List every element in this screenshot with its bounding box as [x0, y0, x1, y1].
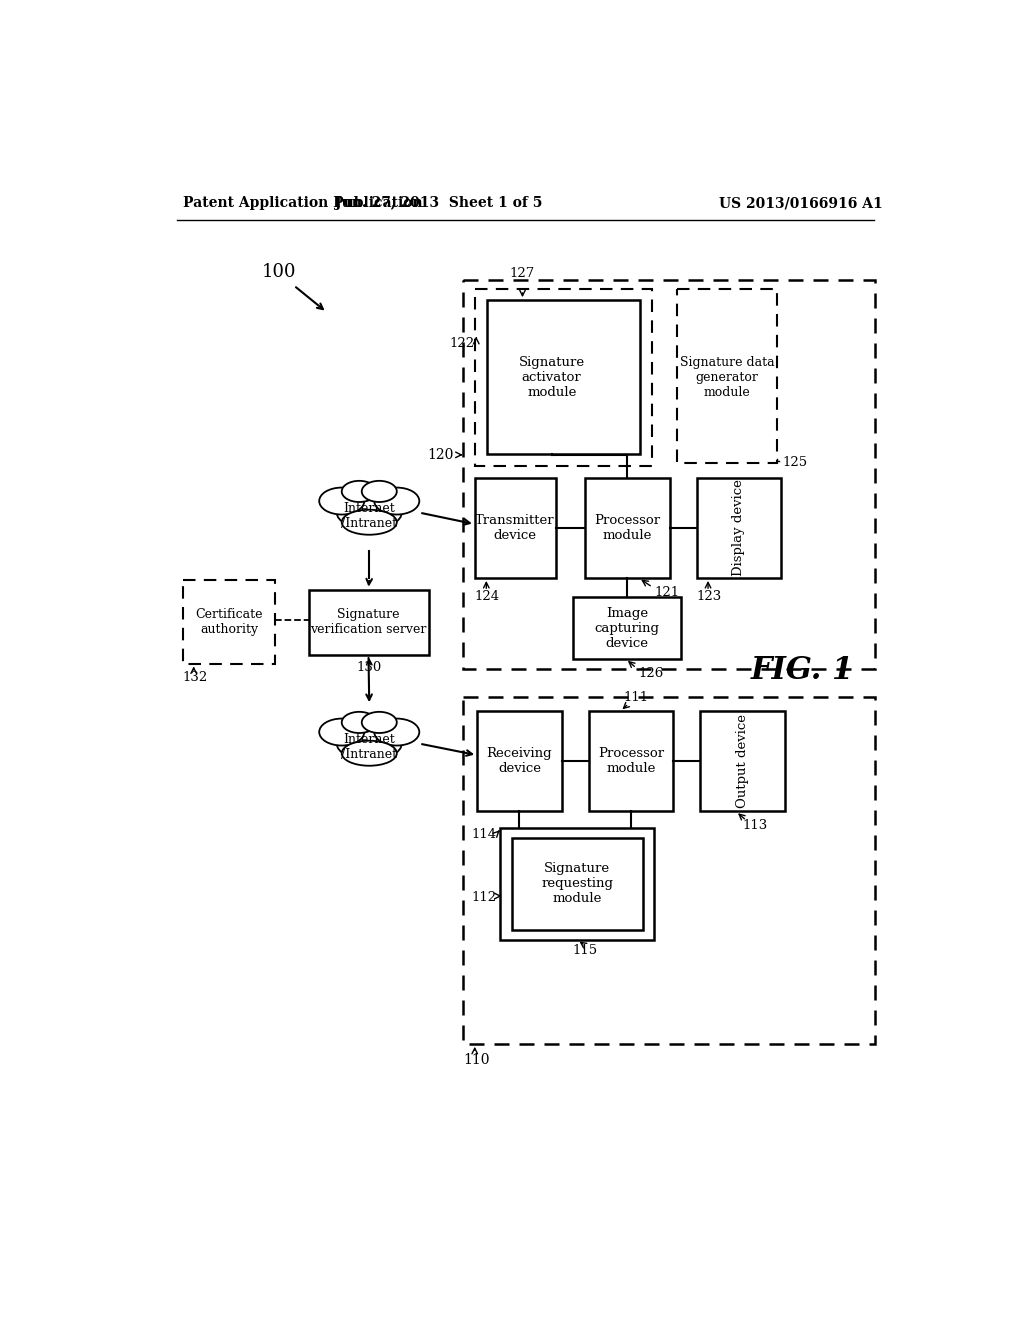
Bar — [573, 597, 681, 659]
Text: 115: 115 — [572, 944, 597, 957]
Bar — [500, 829, 654, 940]
Text: 126: 126 — [639, 667, 664, 680]
Bar — [309, 590, 429, 655]
Ellipse shape — [361, 480, 396, 502]
Text: 111: 111 — [624, 690, 648, 704]
Text: Internet
/Intranet: Internet /Intranet — [341, 503, 397, 531]
Text: 100: 100 — [262, 264, 296, 281]
Bar — [487, 300, 640, 454]
Text: Receiving
device: Receiving device — [486, 747, 552, 775]
Ellipse shape — [342, 480, 377, 502]
Ellipse shape — [374, 487, 419, 515]
Text: Signature
requesting
module: Signature requesting module — [541, 862, 613, 906]
Text: Signature data
generator
module: Signature data generator module — [680, 355, 774, 399]
Text: Output device: Output device — [736, 714, 750, 808]
Bar — [463, 697, 876, 1044]
Ellipse shape — [337, 496, 401, 529]
Text: Processor
module: Processor module — [594, 513, 660, 543]
Bar — [700, 711, 785, 812]
Text: Jun. 27, 2013  Sheet 1 of 5: Jun. 27, 2013 Sheet 1 of 5 — [335, 197, 543, 210]
Ellipse shape — [342, 741, 396, 766]
Text: Patent Application Publication: Patent Application Publication — [183, 197, 423, 210]
Text: 114: 114 — [471, 828, 497, 841]
Text: 121: 121 — [654, 586, 679, 599]
Bar — [512, 837, 643, 929]
Text: FIG. 1: FIG. 1 — [751, 655, 854, 686]
Text: US 2013/0166916 A1: US 2013/0166916 A1 — [719, 197, 883, 210]
Text: Signature
verification server: Signature verification server — [310, 609, 427, 636]
Bar — [696, 478, 781, 578]
Bar — [477, 711, 562, 812]
Ellipse shape — [361, 711, 396, 733]
Ellipse shape — [337, 727, 401, 760]
Text: 132: 132 — [183, 671, 208, 684]
Text: Display device: Display device — [732, 479, 745, 577]
Ellipse shape — [374, 718, 419, 746]
Text: 127: 127 — [510, 267, 536, 280]
Text: 120: 120 — [428, 447, 454, 462]
Text: Transmitter
device: Transmitter device — [475, 513, 555, 543]
Text: Internet
/Intranet: Internet /Intranet — [341, 734, 397, 762]
Text: 123: 123 — [696, 590, 722, 603]
Text: 110: 110 — [463, 1053, 489, 1067]
Ellipse shape — [319, 487, 365, 515]
Ellipse shape — [342, 510, 396, 535]
Bar — [475, 289, 652, 466]
Bar — [183, 581, 275, 664]
Text: 113: 113 — [742, 818, 768, 832]
Bar — [677, 289, 777, 462]
Text: Certificate
authority: Certificate authority — [196, 609, 263, 636]
Text: Processor
module: Processor module — [598, 747, 665, 775]
Text: 130: 130 — [356, 661, 382, 675]
Bar — [589, 711, 674, 812]
Bar — [585, 478, 670, 578]
Text: 125: 125 — [782, 455, 808, 469]
Text: 122: 122 — [450, 337, 475, 350]
Text: Signature
activator
module: Signature activator module — [519, 355, 585, 399]
Bar — [475, 478, 556, 578]
Text: 124: 124 — [475, 590, 500, 603]
Text: 112: 112 — [471, 891, 497, 904]
Ellipse shape — [342, 711, 377, 733]
Ellipse shape — [319, 718, 365, 746]
Text: Image
capturing
device: Image capturing device — [595, 607, 659, 649]
Bar — [463, 280, 876, 669]
